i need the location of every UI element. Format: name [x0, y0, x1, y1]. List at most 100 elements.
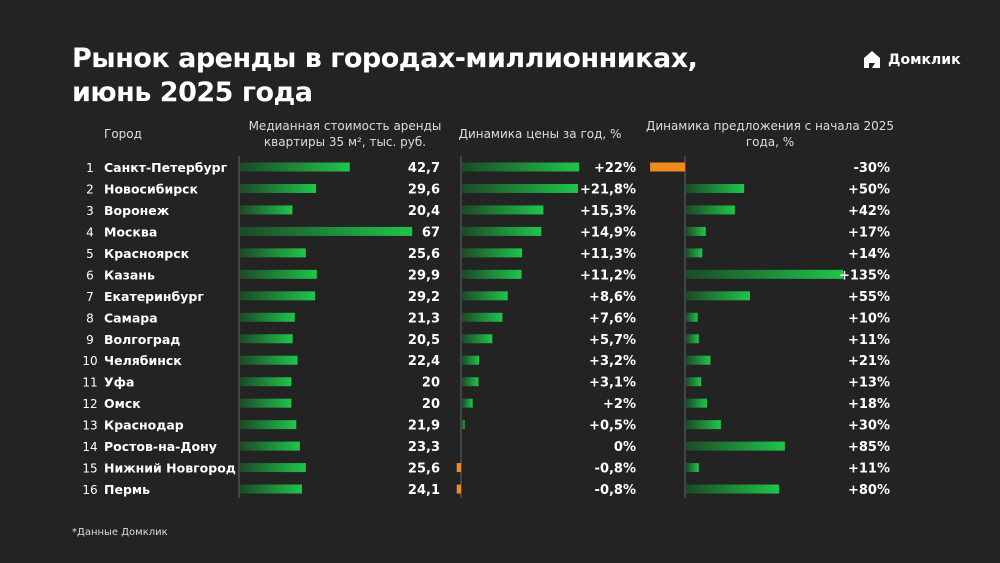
value-label: +21,8% — [580, 182, 636, 197]
rank-label: 11 — [82, 376, 97, 390]
value-label: 25,6 — [408, 247, 440, 262]
value-label: 0% — [614, 440, 636, 455]
rank-label: 9 — [86, 333, 94, 347]
bar-series-3 — [686, 248, 703, 258]
bar-series-3 — [686, 226, 706, 236]
bar-series-1 — [240, 226, 413, 236]
bar-series-3 — [686, 269, 844, 279]
bar-series-1 — [240, 205, 293, 215]
value-label: 42,7 — [408, 161, 440, 176]
value-label: +14% — [848, 247, 890, 262]
city-label: Нижний Новгород — [104, 461, 236, 476]
bar-series-1 — [240, 183, 317, 193]
value-label: 22,4 — [408, 354, 440, 369]
value-label: 25,6 — [408, 462, 440, 477]
value-label: -30% — [853, 161, 890, 176]
rank-label: 13 — [82, 419, 97, 433]
value-label: +10% — [848, 311, 890, 326]
header-rent: Медианная стоимость аренды квартиры 35 м… — [240, 118, 450, 150]
value-label: +14,9% — [580, 225, 636, 240]
city-label: Волгоград — [104, 332, 180, 347]
value-label: +18% — [848, 397, 890, 412]
value-label: +13% — [848, 376, 890, 391]
rank-label: 7 — [86, 290, 94, 304]
value-label: 29,6 — [408, 182, 440, 197]
value-label: +5,7% — [589, 333, 636, 348]
bar-series-3 — [686, 334, 699, 344]
value-label: +50% — [848, 182, 890, 197]
house-icon — [864, 51, 880, 68]
bar-series-1 — [240, 355, 298, 365]
value-label: +7,6% — [589, 311, 636, 326]
bar-series-3 — [686, 183, 745, 193]
value-label: 21,9 — [408, 419, 440, 434]
header-rent-line-1: Медианная стоимость аренды — [248, 119, 442, 133]
value-label: 29,9 — [408, 268, 440, 283]
value-label: 20,4 — [408, 204, 440, 219]
value-label: +11% — [848, 333, 890, 348]
chart-title: Рынок аренды в городах-миллионниках, июн… — [72, 42, 698, 110]
value-label: +55% — [848, 290, 890, 305]
value-label: +2% — [603, 397, 636, 412]
value-label: 20 — [422, 397, 440, 412]
city-label: Красноярск — [104, 246, 190, 261]
bar-series-3 — [686, 398, 707, 408]
footnote: *Данные Домклик — [72, 527, 168, 538]
value-label: 24,1 — [408, 483, 440, 498]
bar-series-2 — [462, 183, 578, 193]
bar-series-3 — [686, 377, 702, 387]
bar-series-2 — [462, 377, 479, 387]
bar-series-2 — [462, 269, 522, 279]
rank-label: 5 — [86, 247, 94, 261]
value-label: 67 — [422, 225, 440, 240]
title-line-2: июнь 2025 года — [72, 77, 313, 108]
city-label: Пермь — [104, 482, 150, 497]
city-label: Ростов-на-Дону — [104, 439, 217, 454]
bar-series-1 — [240, 269, 317, 279]
value-label: -0,8% — [595, 483, 636, 498]
city-label: Краснодар — [104, 418, 184, 433]
rank-label: 14 — [82, 440, 97, 454]
brand-name: Домклик — [888, 52, 961, 68]
value-label: 23,3 — [408, 440, 440, 455]
rank-label: 16 — [82, 483, 97, 497]
bar-series-3 — [686, 205, 735, 215]
bar-series-1 — [240, 248, 306, 258]
value-label: +80% — [848, 483, 890, 498]
value-label: 21,3 — [408, 311, 440, 326]
city-label: Казань — [104, 267, 155, 282]
bar-series-2 — [462, 162, 580, 172]
value-label: +135% — [839, 268, 890, 283]
value-label: +11,3% — [580, 247, 636, 262]
value-label: +21% — [848, 354, 890, 369]
value-label: +0,5% — [589, 419, 636, 434]
rank-label: 6 — [86, 268, 94, 282]
value-label: +3,1% — [589, 376, 636, 391]
value-label: +42% — [848, 204, 890, 219]
rank-label: 12 — [82, 397, 97, 411]
bar-series-2 — [456, 484, 461, 494]
rank-label: 3 — [86, 204, 94, 218]
value-label: -0,8% — [595, 462, 636, 477]
rank-label: 8 — [86, 311, 94, 325]
bar-series-3 — [650, 162, 685, 172]
bar-series-1 — [240, 291, 316, 301]
city-label: Воронеж — [104, 203, 170, 218]
bar-series-3 — [686, 484, 780, 494]
header-rent-line-2: квартиры 35 м², тыс. руб. — [263, 135, 427, 149]
bar-series-2 — [462, 355, 480, 365]
bar-series-2 — [462, 248, 523, 258]
header-supply-line-2: года, % — [745, 135, 795, 149]
city-label: Самара — [104, 310, 158, 325]
bar-series-2 — [462, 312, 503, 322]
bar-series-1 — [240, 312, 295, 322]
value-label: +11,2% — [580, 268, 636, 283]
city-label: Новосибирск — [104, 181, 199, 196]
city-label: Санкт-Петербург — [104, 160, 228, 175]
rank-label: 10 — [82, 354, 97, 368]
bar-series-3 — [686, 355, 711, 365]
value-label: +15,3% — [580, 204, 636, 219]
value-label: +8,6% — [589, 290, 636, 305]
value-label: +17% — [848, 225, 890, 240]
